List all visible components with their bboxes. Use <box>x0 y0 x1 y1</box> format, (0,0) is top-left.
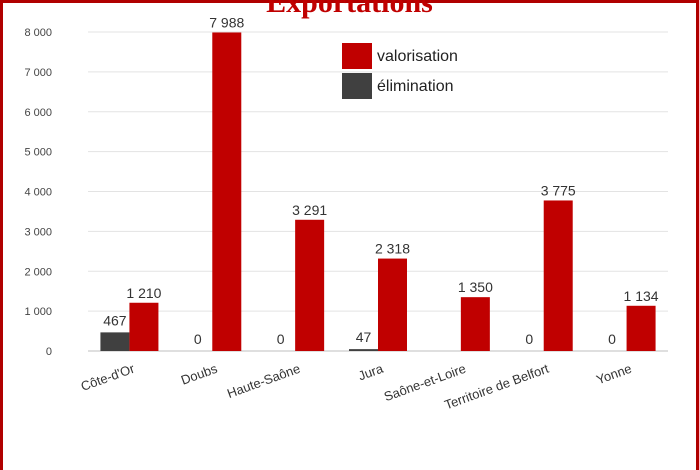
legend-swatch-elimination <box>342 73 372 99</box>
bar-elimination <box>349 349 378 351</box>
data-label-elimination: 0 <box>525 331 533 347</box>
bar-valorisation <box>212 32 242 351</box>
data-label-elimination: 47 <box>356 329 372 345</box>
data-label-valorisation: 1 210 <box>126 285 161 301</box>
x-category-label: Doubs <box>179 361 220 388</box>
legend-swatch-valorisation <box>342 43 372 69</box>
bar-valorisation <box>543 200 573 351</box>
y-tick-label: 7 000 <box>24 67 52 79</box>
data-label-valorisation: 1 350 <box>458 279 493 295</box>
y-tick-label: 0 <box>46 346 52 358</box>
x-category-label: Jura <box>356 360 386 383</box>
data-label-valorisation: 3 291 <box>292 202 327 218</box>
data-label-valorisation: 1 134 <box>624 288 659 304</box>
data-label-valorisation: 2 318 <box>375 241 410 257</box>
x-category-label: Yonne <box>594 361 633 388</box>
y-tick-label: 4 000 <box>24 187 52 199</box>
y-tick-label: 6 000 <box>24 107 52 119</box>
data-label-elimination: 0 <box>277 331 285 347</box>
chart-title: Exportations <box>266 0 433 19</box>
data-label-elimination: 0 <box>194 331 202 347</box>
legend-label: valorisation <box>377 48 458 65</box>
y-tick-label: 3 000 <box>24 226 52 238</box>
bar-valorisation <box>626 305 656 351</box>
y-tick-label: 5 000 <box>24 147 52 159</box>
bar-elimination <box>100 332 130 351</box>
bar-valorisation <box>129 302 159 351</box>
bar-valorisation <box>295 219 325 351</box>
y-tick-label: 2 000 <box>24 266 52 278</box>
y-tick-label: 8 000 <box>24 27 52 39</box>
data-label-valorisation: 7 988 <box>209 14 244 30</box>
bar-valorisation <box>378 258 407 351</box>
data-label-elimination: 0 <box>608 331 616 347</box>
bar-valorisation <box>460 297 490 351</box>
x-category-label: Haute-Saône <box>225 361 302 401</box>
data-label-elimination: 467 <box>103 312 127 328</box>
x-category-label: Côte-d'Or <box>79 360 137 393</box>
legend-label: élimination <box>377 78 453 95</box>
y-tick-label: 1 000 <box>24 306 52 318</box>
data-label-valorisation: 3 775 <box>541 182 576 198</box>
